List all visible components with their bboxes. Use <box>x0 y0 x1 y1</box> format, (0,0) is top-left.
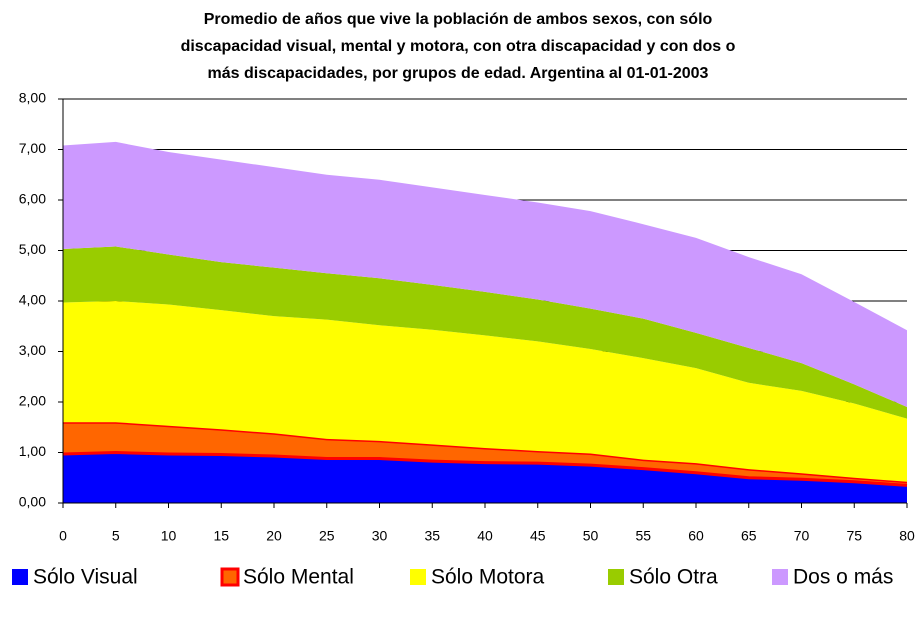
x-tick-label: 50 <box>583 528 599 544</box>
chart-title: Promedio de años que vive la población d… <box>204 11 713 28</box>
area <box>63 246 907 419</box>
x-tick-label: 70 <box>794 528 810 544</box>
y-tick-label: 6,00 <box>19 191 46 207</box>
x-tick-label: 30 <box>372 528 388 544</box>
y-tick-label: 7,00 <box>19 140 46 156</box>
legend-label: Dos o más <box>793 566 893 589</box>
x-tick-label: 55 <box>635 528 651 544</box>
area-edge <box>62 450 908 487</box>
x-tick-label: 20 <box>266 528 282 544</box>
legend-swatch <box>772 569 788 585</box>
x-tick-label: 65 <box>741 528 757 544</box>
area <box>63 141 907 408</box>
x-tick-label: 45 <box>530 528 546 544</box>
legend-label: Sólo Otra <box>629 566 718 589</box>
chart-title: más discapacidades, por grupos de edad. … <box>208 65 709 82</box>
x-tick-label: 25 <box>319 528 335 544</box>
legend-swatch <box>608 569 624 585</box>
legend-swatch <box>410 569 426 585</box>
x-tick-label: 5 <box>112 528 120 544</box>
x-tick-label: 75 <box>846 528 862 544</box>
x-tick-label: 80 <box>899 528 915 544</box>
y-tick-label: 4,00 <box>19 292 46 308</box>
x-tick-label: 15 <box>213 528 229 544</box>
legend-label: Sólo Mental <box>243 566 354 589</box>
y-tick-label: 3,00 <box>19 342 46 358</box>
legend-label: Sólo Motora <box>431 566 545 589</box>
x-tick-label: 60 <box>688 528 704 544</box>
y-tick-label: 0,00 <box>19 494 46 510</box>
y-tick-label: 1,00 <box>19 443 46 459</box>
legend-label: Sólo Visual <box>33 566 138 589</box>
y-tick-label: 5,00 <box>19 241 46 257</box>
y-tick-label: 2,00 <box>19 393 46 409</box>
area <box>63 422 907 486</box>
legend-swatch <box>220 567 240 587</box>
y-tick-label: 8,00 <box>19 90 46 106</box>
x-tick-label: 40 <box>477 528 493 544</box>
area <box>63 301 907 482</box>
area <box>63 452 907 503</box>
x-tick-label: 10 <box>161 528 177 544</box>
legend-swatch <box>12 569 28 585</box>
x-tick-label: 0 <box>59 528 67 544</box>
x-tick-label: 35 <box>424 528 440 544</box>
chart-title: discapacidad visual, mental y motora, co… <box>181 38 736 55</box>
